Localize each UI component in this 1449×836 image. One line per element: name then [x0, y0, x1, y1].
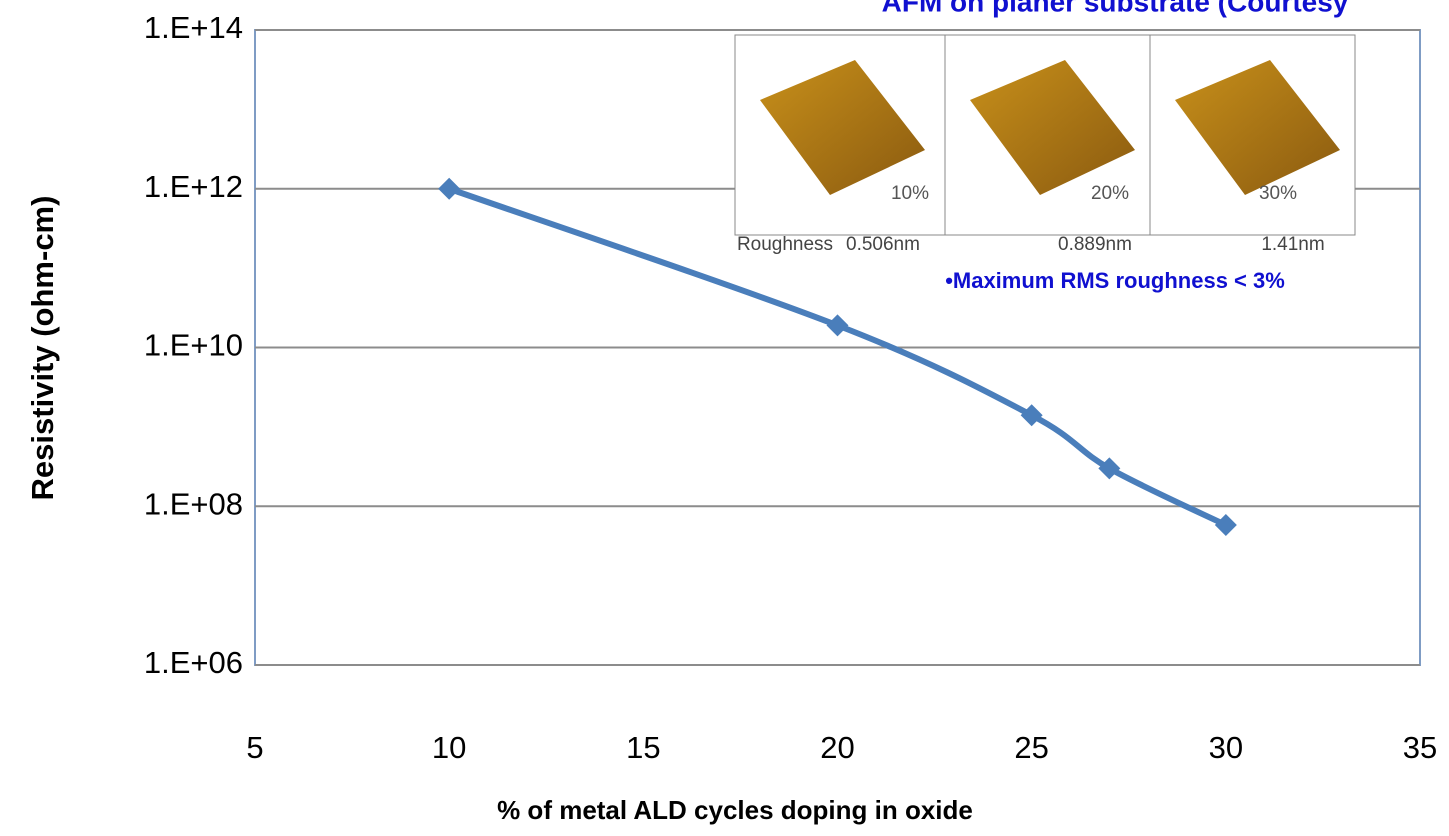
y-tick-label: 1.E+06 [144, 645, 243, 680]
chart: AFM on planer substrate (Courtesy % of m… [0, 0, 1449, 836]
y-axis-title: Resistivity (ohm-cm) [25, 196, 60, 501]
y-tick-label: 1.E+14 [144, 10, 243, 45]
roughness-value: 0.506nm [846, 234, 920, 255]
y-tick-label: 1.E+08 [144, 486, 243, 521]
chart-title: AFM on planer substrate (Courtesy [882, 0, 1349, 17]
roughness-value: 0.889nm [1058, 234, 1132, 255]
y-tick-label: 1.E+10 [144, 328, 243, 363]
inset-label: 10% [891, 183, 929, 204]
roughness-label: Roughness [737, 234, 833, 255]
x-tick-label: 10 [432, 730, 466, 765]
roughness-value: 1.41nm [1261, 234, 1324, 255]
inset: 10% 20% 30% Roughness 0.506nm 0.889nm 1.… [735, 35, 1355, 293]
x-tick-label: 15 [626, 730, 660, 765]
inset-label: 20% [1091, 183, 1129, 204]
y-tick-label: 1.E+12 [144, 169, 243, 204]
marker [438, 178, 460, 200]
x-axis-title: % of metal ALD cycles doping in oxide [497, 795, 973, 825]
marker [827, 314, 849, 336]
inset-label: 30% [1259, 183, 1297, 204]
x-tick-label: 20 [820, 730, 854, 765]
inset-note: •Maximum RMS roughness < 3% [945, 268, 1285, 293]
marker [1021, 404, 1043, 426]
marker [1215, 514, 1237, 536]
x-tick-label: 30 [1209, 730, 1243, 765]
x-tick-label: 25 [1014, 730, 1048, 765]
x-tick-label: 5 [246, 730, 263, 765]
x-tick-label: 35 [1403, 730, 1437, 765]
